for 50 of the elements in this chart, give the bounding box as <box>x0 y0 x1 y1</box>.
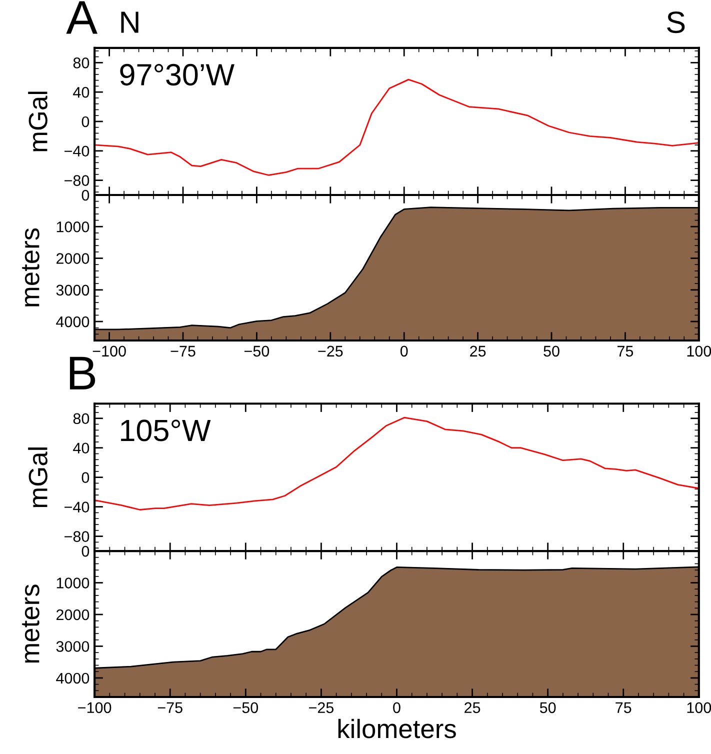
x-tick-label: 100 <box>687 702 711 714</box>
y-tick-label: 0 <box>82 472 90 484</box>
x-tick-label: 25 <box>470 346 486 357</box>
text: N <box>121 12 138 33</box>
y-tick-label: 80 <box>73 413 90 424</box>
y-axis-title: meters <box>22 584 40 663</box>
x-tick-label: 75 <box>616 702 632 714</box>
x-tick-label: −50 <box>233 702 258 714</box>
x-tick-label: 50 <box>540 702 556 714</box>
y-tick-label: 0 <box>82 546 90 557</box>
y-axis-title: mGal <box>28 92 48 152</box>
x-tick-label: −50 <box>244 346 270 357</box>
y-tick-label: 1000 <box>56 578 90 588</box>
x-tick-label: −100 <box>78 702 112 714</box>
x-tick-label: 75 <box>618 346 634 357</box>
y-tick-label: 3000 <box>56 641 90 652</box>
x-tick-label: 100 <box>687 346 711 357</box>
y-tick-label: 2000 <box>56 253 90 264</box>
y-tick-label: 40 <box>73 86 90 98</box>
chart-title: B <box>70 356 96 390</box>
y-axis-title: meters <box>22 228 40 306</box>
y-tick-label: 4000 <box>56 316 90 328</box>
line-series <box>94 416 699 510</box>
x-tick-label: −100 <box>92 346 126 357</box>
y-tick-label: −40 <box>64 502 90 512</box>
annotation: 105°W <box>121 420 211 442</box>
y-axis-title: mGal <box>28 448 48 508</box>
y-tick-label: 40 <box>73 442 90 454</box>
y-tick-label: 0 <box>82 116 90 128</box>
x-tick-label: −75 <box>158 702 182 714</box>
annotation: 97°30’W <box>120 64 234 86</box>
y-tick-label: −80 <box>64 531 90 542</box>
x-tick-label: 0 <box>400 346 408 357</box>
x-tick-label: −25 <box>318 346 343 357</box>
x-tick-label: −25 <box>308 702 334 714</box>
chart-title: A <box>66 1 98 34</box>
x-tick-label: 50 <box>544 346 560 357</box>
y-tick-label: 2000 <box>56 609 90 620</box>
y-tick-label: −80 <box>64 175 90 186</box>
x-tick-label: 0 <box>393 702 400 714</box>
text: S <box>667 11 685 34</box>
x-tick-label: 25 <box>464 702 480 714</box>
x-axis-title: kilometers <box>338 718 456 738</box>
x-tick-label: −75 <box>170 346 196 357</box>
y-tick-label: 4000 <box>56 672 90 684</box>
y-tick-label: 80 <box>73 58 90 68</box>
y-tick-label: 3000 <box>56 284 90 296</box>
y-tick-label: −40 <box>64 146 90 157</box>
y-tick-label: 1000 <box>56 221 90 232</box>
y-tick-label: 0 <box>82 190 90 201</box>
